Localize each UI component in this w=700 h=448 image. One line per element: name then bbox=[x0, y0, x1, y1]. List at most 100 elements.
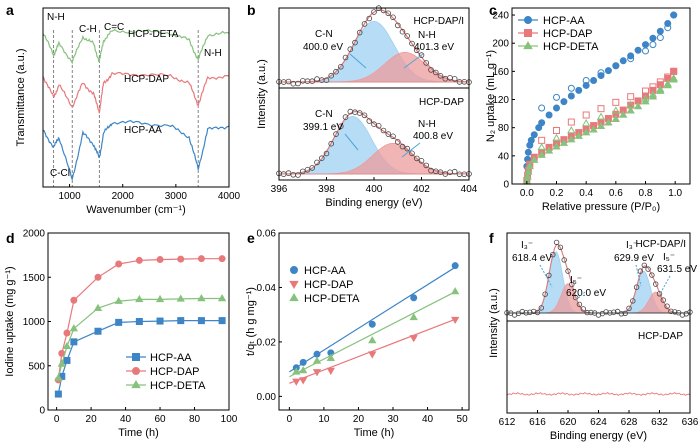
peak-value: 400.8 eV bbox=[413, 131, 453, 142]
panel-e-kinetics: 0 10 20 30 40 50 0.00 0.02 0.04 0.06 Time (h) t/qₜ … bbox=[245, 229, 470, 439]
legend-marker-hcp-aa bbox=[132, 353, 140, 361]
data-point bbox=[618, 311, 625, 317]
data-point-hcp-aa bbox=[313, 350, 321, 358]
data-point bbox=[633, 284, 640, 290]
peak-label: I₃⁻ bbox=[521, 240, 533, 251]
plot-frame bbox=[42, 7, 230, 188]
panel-label-a: a bbox=[6, 2, 14, 18]
data-point-hcp-dap bbox=[70, 296, 78, 304]
data-point bbox=[333, 68, 339, 75]
panel-label-c: c bbox=[489, 2, 497, 18]
y-tick-label: 80 bbox=[498, 123, 510, 134]
data-point bbox=[531, 308, 537, 315]
data-point bbox=[569, 281, 575, 288]
data-point bbox=[299, 168, 306, 175]
adsorption-point-hcp-aa bbox=[634, 46, 642, 54]
data-point bbox=[366, 15, 373, 22]
legend-marker-hcp-dap bbox=[524, 29, 532, 37]
panel-label-f: f bbox=[489, 230, 494, 246]
pointer-arrow bbox=[344, 133, 359, 151]
adsorption-point-hcp-deta bbox=[574, 131, 583, 139]
data-point bbox=[356, 29, 363, 36]
desorption-point-hcp-deta bbox=[656, 85, 665, 93]
subpanel-title: HCP-DAP/I bbox=[635, 239, 686, 250]
annotation-label: C=C bbox=[104, 22, 124, 33]
data-point bbox=[309, 78, 316, 84]
adsorption-point-hcp-deta bbox=[559, 138, 569, 146]
peak-value: 631.5 eV bbox=[657, 264, 697, 275]
y-tick-label: 2000 bbox=[23, 229, 46, 240]
x-axis-label: Relative pressure (P/P₀) bbox=[542, 201, 660, 213]
data-point-hcp-aa bbox=[177, 317, 185, 325]
desorption-point-hcp-aa bbox=[567, 84, 575, 92]
annotation-label: HCP-AA bbox=[124, 125, 162, 136]
y-tick-label: 0 bbox=[503, 180, 509, 191]
panel-b-xps-n1s: 396 398 400 402 404 Binding energy (eV) Intens… bbox=[256, 5, 478, 209]
data-point bbox=[337, 64, 344, 70]
data-point-hcp-aa bbox=[135, 318, 143, 325]
desorption-point-hcp-deta bbox=[648, 90, 658, 98]
adsorption-point-hcp-deta bbox=[648, 92, 658, 100]
subpanel-title: HCP-DAP/I bbox=[413, 16, 464, 27]
data-point bbox=[626, 305, 632, 311]
x-tick-label: 0.8 bbox=[639, 188, 653, 199]
x-tick-label: 40 bbox=[120, 414, 132, 425]
legend-label: HCP-DETA bbox=[543, 41, 599, 53]
x-tick-label: 60 bbox=[154, 414, 166, 425]
panel-a-ftir: 1000 2000 3000 4000 Wavenumber (cm⁻¹) Transmi… bbox=[15, 7, 241, 216]
data-point bbox=[603, 309, 609, 315]
y-tick-label: 120 bbox=[492, 95, 509, 106]
peak-label: C-N bbox=[315, 109, 333, 120]
data-point-hcp-dap bbox=[197, 255, 205, 263]
x-tick-label: 0.4 bbox=[579, 188, 593, 199]
legend-label: HCP-DETA bbox=[150, 380, 206, 392]
data-point-hcp-deta bbox=[57, 359, 66, 367]
annotation-label: HCP-DETA bbox=[128, 29, 179, 40]
data-point-hcp-deta bbox=[368, 336, 377, 344]
ftir-spectrum-hcp-deta bbox=[42, 28, 230, 65]
desorption-point-hcp-aa bbox=[642, 47, 649, 55]
data-point bbox=[347, 46, 354, 52]
adsorption-point-hcp-aa bbox=[642, 41, 649, 49]
data-point bbox=[580, 306, 586, 312]
desorption-point-hcp-aa bbox=[664, 24, 672, 32]
data-point-hcp-deta bbox=[312, 356, 322, 364]
pointer-arrow bbox=[539, 264, 553, 288]
peak-value: 618.4 eV bbox=[512, 253, 552, 264]
x-axis-label: Wavenumber (cm⁻¹) bbox=[86, 204, 186, 216]
x-tick-label: 0 bbox=[54, 414, 60, 425]
adsorption-point-hcp-aa bbox=[524, 148, 532, 156]
adsorption-point-hcp-aa bbox=[560, 98, 568, 106]
legend-marker-hcp-dap bbox=[289, 280, 299, 290]
x-tick-label: 612 bbox=[499, 417, 516, 428]
desorption-point-hcp-deta bbox=[581, 119, 591, 127]
legend-marker-hcp-deta bbox=[289, 292, 299, 302]
data-point bbox=[404, 145, 411, 152]
panel-label-e: e bbox=[247, 230, 255, 246]
data-point bbox=[394, 139, 401, 145]
data-point bbox=[664, 303, 670, 309]
x-tick-label: 398 bbox=[318, 184, 335, 195]
data-point-hcp-deta bbox=[69, 324, 79, 332]
adsorption-point-hcp-aa bbox=[590, 77, 598, 85]
data-point bbox=[423, 162, 430, 169]
data-point-hcp-aa bbox=[410, 294, 418, 302]
data-point bbox=[309, 165, 316, 171]
x-tick-label: 628 bbox=[621, 417, 638, 428]
legend-label: HCP-AA bbox=[304, 265, 346, 277]
adsorption-point-hcp-deta bbox=[525, 161, 534, 170]
y-tick-label: 160 bbox=[492, 67, 509, 78]
data-point bbox=[366, 118, 373, 124]
desorption-point-hcp-dap bbox=[649, 83, 657, 91]
adsorption-point-hcp-aa bbox=[567, 92, 575, 100]
data-point-hcp-aa bbox=[63, 356, 71, 364]
legend-marker-hcp-dap bbox=[132, 367, 140, 375]
annotation-label: N-H bbox=[204, 48, 222, 59]
adsorption-point-hcp-deta bbox=[567, 135, 576, 143]
data-point bbox=[390, 14, 396, 21]
x-tick-label: 2000 bbox=[112, 191, 135, 202]
subpanel-title: HCP-DAP bbox=[419, 97, 464, 108]
data-point bbox=[653, 281, 659, 287]
x-tick-label: 3000 bbox=[165, 191, 188, 202]
x-tick-label: 100 bbox=[221, 414, 238, 425]
